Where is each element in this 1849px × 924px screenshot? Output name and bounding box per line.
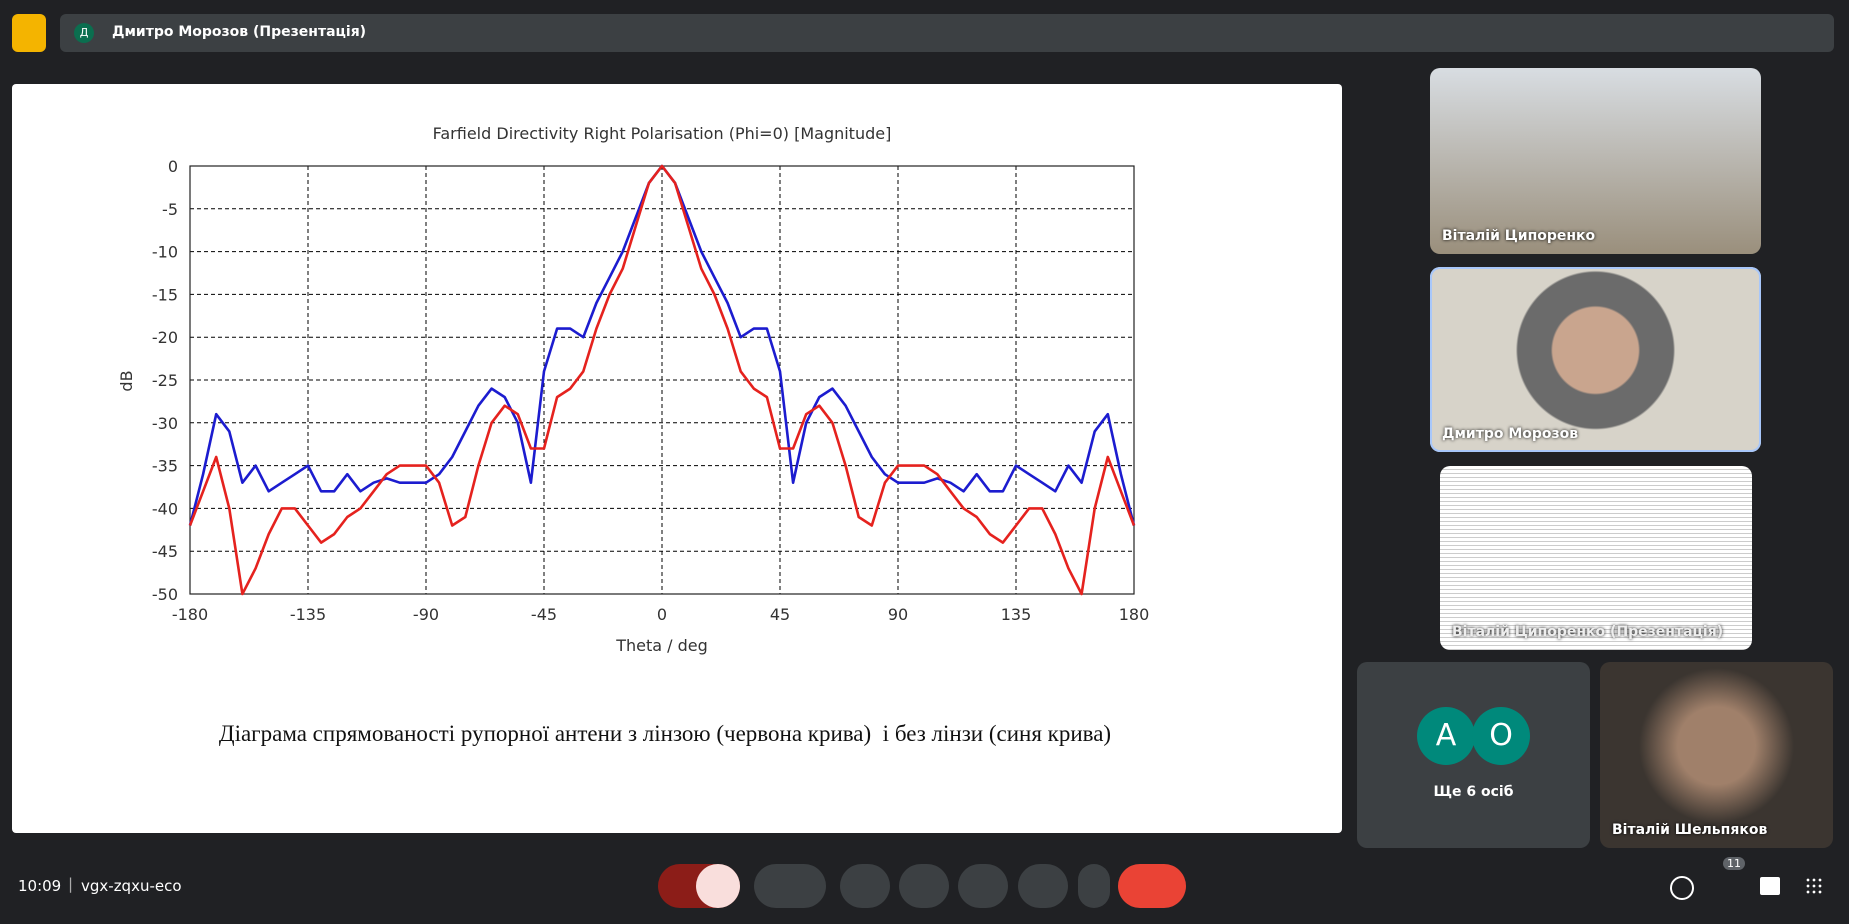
x-tick-label: 90 [888, 605, 908, 624]
mic-off [696, 864, 740, 908]
top-bar: Д Дмитро Морозов (Презентація) [60, 14, 1834, 52]
people-button[interactable]: 11 [1713, 857, 1745, 898]
clock: 10:09 [18, 877, 62, 895]
slide: Farfield Directivity Right Polarisation … [12, 84, 1342, 833]
video-tile[interactable]: Віталій Ципоренко (Презентація) [1440, 466, 1752, 650]
series-line [188, 164, 1136, 526]
series-line [188, 164, 1136, 596]
y-axis-label: dB [117, 370, 136, 391]
presenter-initial: Д [79, 26, 89, 39]
avatar: О [1472, 707, 1530, 765]
y-tick-label: -30 [152, 414, 178, 433]
hand-button[interactable] [1018, 864, 1068, 908]
y-tick-label: -10 [152, 243, 178, 262]
avatar: А [1417, 707, 1475, 765]
captions-button[interactable] [958, 864, 1008, 908]
y-tick-label: -35 [152, 457, 178, 476]
others-label: Ще 6 осіб [1433, 784, 1514, 800]
y-tick-label: -50 [152, 585, 178, 604]
y-tick-label: -45 [152, 542, 178, 561]
leave-button[interactable] [1118, 864, 1186, 908]
y-tick-label: -15 [152, 285, 178, 304]
x-tick-label: 0 [657, 605, 667, 624]
x-tick-label: -180 [172, 605, 208, 624]
x-tick-label: -45 [531, 605, 557, 624]
mic-button[interactable] [658, 864, 740, 908]
participant-name: Віталій Ципоренко [1442, 228, 1596, 244]
more-button[interactable] [1078, 864, 1110, 908]
chart-title: Farfield Directivity Right Polarisation … [433, 124, 892, 143]
y-tick-label: -40 [152, 499, 178, 518]
present-button[interactable] [840, 864, 890, 908]
chat-button[interactable] [1760, 877, 1780, 895]
emoji-button[interactable] [899, 864, 949, 908]
participant-count: 11 [1723, 857, 1745, 870]
divider: | [68, 875, 74, 893]
slide-caption: Діаграма спрямованості рупорної антени з… [219, 721, 1111, 746]
y-tick-label: -20 [152, 328, 178, 347]
chart: Farfield Directivity Right Polarisation … [117, 124, 1150, 746]
video-tile[interactable]: Віталій Ципоренко [1430, 68, 1761, 254]
meeting-code: vgx-zqxu-eco [81, 877, 182, 895]
y-tick-label: -5 [162, 200, 178, 219]
x-tick-label: 45 [770, 605, 790, 624]
info-button[interactable] [1670, 876, 1694, 900]
participant-name: Віталій Ципоренко (Презентація) [1452, 624, 1724, 640]
apps-button[interactable] [1805, 877, 1823, 895]
participant-name: Віталій Шельпяков [1612, 822, 1768, 838]
presenter-avatar: Д [74, 23, 94, 43]
video-tile[interactable]: Дмитро Морозов [1430, 267, 1761, 452]
participant-name: Дмитро Морозов [1442, 426, 1579, 442]
y-tick-label: -25 [152, 371, 178, 390]
x-tick-label: -90 [413, 605, 439, 624]
x-tick-label: 135 [1001, 605, 1032, 624]
video-tile[interactable]: Віталій Шельпяков [1600, 662, 1833, 848]
x-tick-label: 180 [1119, 605, 1150, 624]
presenter-title: Дмитро Морозов (Презентація) [112, 24, 367, 40]
logo[interactable] [12, 14, 46, 52]
y-tick-label: 0 [168, 157, 178, 176]
camera-button[interactable] [754, 864, 826, 908]
x-tick-label: -135 [290, 605, 326, 624]
x-axis-label: Theta / deg [615, 636, 708, 655]
others-tile[interactable]: А О Ще 6 осіб [1357, 662, 1590, 848]
